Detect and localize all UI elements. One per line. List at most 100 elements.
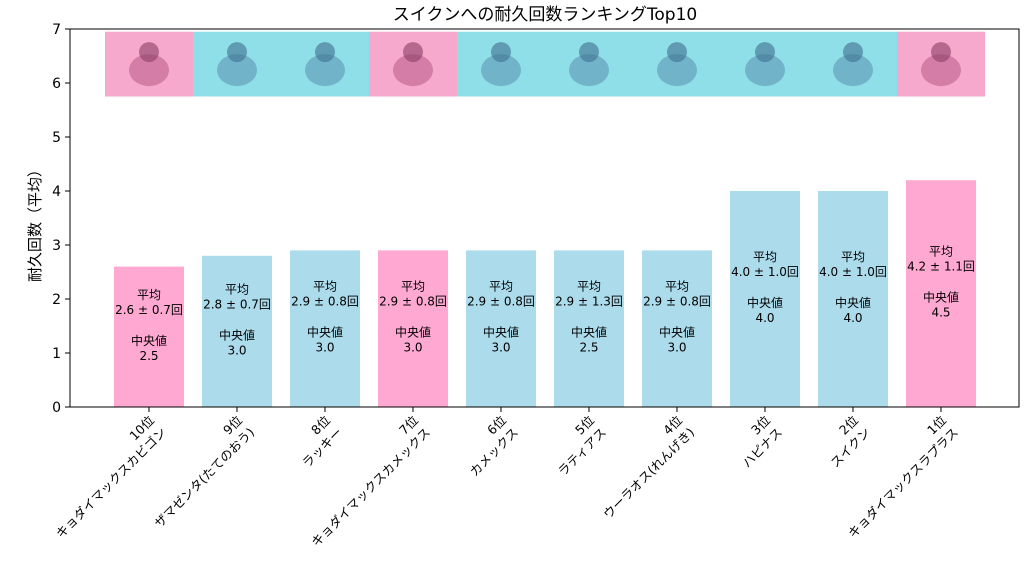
icon-body	[921, 54, 961, 87]
x-tick-name: ウーラオス(れんげき)	[600, 425, 697, 522]
bar-median-label: 中央値	[395, 325, 431, 340]
bar-median-label: 中央値	[923, 290, 959, 305]
bar-median-text: 3.0	[667, 341, 686, 355]
bar-median-label: 中央値	[571, 325, 607, 340]
bar-median-label: 中央値	[747, 295, 783, 310]
bar-mean-text: 4.0 ± 1.0回	[819, 265, 887, 279]
icon-body	[569, 54, 609, 87]
bar-median-text: 3.0	[315, 341, 334, 355]
bar-median-label: 中央値	[131, 333, 167, 348]
gigantamax-blastoise-icon	[369, 31, 457, 97]
bar-mean-label: 平均	[929, 245, 953, 259]
chart-title: スイクンへの耐久回数ランキングTop10	[393, 5, 697, 25]
chansey-icon	[281, 31, 369, 97]
x-tick-label: 5位ラティアス	[543, 413, 609, 479]
bar-mean-label: 平均	[489, 280, 513, 294]
bar-median-label: 中央値	[835, 295, 871, 310]
bar-median-text: 2.5	[579, 341, 598, 355]
bar-mean-text: 2.6 ± 0.7回	[115, 303, 183, 317]
urshifu-icon	[633, 31, 721, 97]
bar-mean-label: 平均	[841, 250, 865, 264]
icon-head	[227, 42, 247, 63]
bar-mean-text: 2.8 ± 0.7回	[203, 297, 271, 311]
bar	[818, 191, 888, 407]
x-axis: 10位キョダイマックスカビゴン 9位ザマゼンタ(たてのおう) 8位ラッキー 7位キョダ…	[41, 407, 961, 550]
bar-mean-text: 4.0 ± 1.0回	[731, 265, 799, 279]
bar-mean-label: 平均	[401, 280, 425, 294]
icon-head	[403, 42, 423, 63]
zamazenta-icon	[193, 31, 281, 97]
bar	[114, 266, 184, 407]
bar	[466, 250, 536, 407]
gigantamax-snorlax-icon	[105, 31, 193, 97]
bar-mean-label: 平均	[225, 282, 249, 296]
pokemon-icon-band	[105, 31, 985, 97]
y-tick-label: 1	[52, 346, 61, 362]
bar	[290, 250, 360, 407]
bar	[642, 250, 712, 407]
bar-mean-label: 平均	[665, 280, 689, 294]
icon-body	[129, 54, 169, 87]
x-tick-label: 6位カメックス	[455, 413, 522, 480]
bar-median-label: 中央値	[219, 327, 255, 342]
bar-mean-label: 平均	[313, 280, 337, 294]
x-tick-label: 3位ハピナス	[727, 413, 785, 471]
y-tick-label: 4	[52, 184, 61, 200]
bar-mean-label: 平均	[753, 250, 777, 264]
latias-icon	[545, 31, 633, 97]
icon-head	[579, 42, 599, 63]
x-tick-label: 2位スイクン	[815, 413, 873, 471]
icon-head	[315, 42, 335, 63]
bar-median-text: 3.0	[491, 341, 510, 355]
x-tick-label: 10位キョダイマックスカビゴン	[41, 413, 169, 541]
icon-body	[217, 54, 257, 87]
icon-head	[139, 42, 159, 63]
icon-body	[305, 54, 345, 87]
bar-median-label: 中央値	[307, 325, 343, 340]
y-axis-label: 耐久回数（平均）	[26, 162, 44, 282]
bar-median-text: 4.0	[843, 311, 862, 325]
bar-mean-text: 2.9 ± 0.8回	[643, 295, 711, 309]
bar-median-text: 3.0	[403, 341, 422, 355]
blastoise-icon	[457, 31, 545, 97]
x-tick-name: キョダイマックスカビゴン	[53, 425, 169, 541]
y-tick-label: 0	[52, 400, 61, 416]
icon-head	[667, 42, 687, 63]
x-tick-label: 8位ラッキー	[287, 413, 345, 471]
gigantamax-lapras-icon	[897, 31, 985, 97]
icon-head	[843, 42, 863, 63]
bar-mean-label: 平均	[577, 280, 601, 294]
bar-mean-text: 2.9 ± 1.3回	[555, 295, 623, 309]
bar	[202, 255, 272, 407]
icon-head	[755, 42, 775, 63]
icon-body	[833, 54, 873, 87]
icon-body	[745, 54, 785, 87]
bar-mean-text: 2.9 ± 0.8回	[467, 295, 535, 309]
suicune-icon	[809, 31, 897, 97]
bar	[554, 250, 624, 407]
icon-body	[481, 54, 521, 87]
y-tick-label: 3	[52, 238, 61, 254]
bar-median-text: 4.0	[755, 311, 774, 325]
blissey-icon	[721, 31, 809, 97]
icon-body	[393, 54, 433, 87]
icon-head	[931, 42, 951, 63]
bar-mean-text: 4.2 ± 1.1回	[907, 260, 975, 274]
bar-median-text: 2.5	[139, 349, 158, 363]
bar-median-text: 4.5	[931, 306, 950, 320]
plot-frame	[69, 28, 1020, 408]
bar-median-label: 中央値	[659, 325, 695, 340]
bar-median-text: 3.0	[227, 343, 246, 357]
